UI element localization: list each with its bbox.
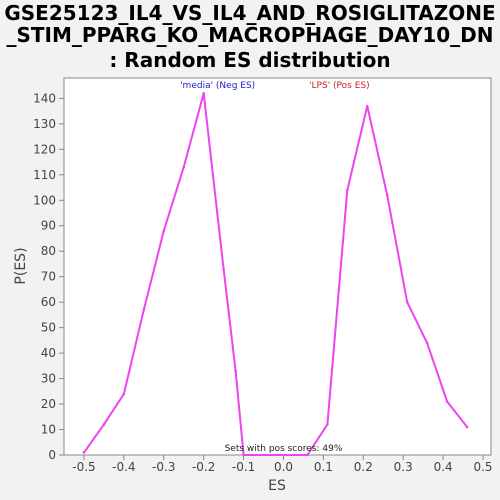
- data-point: [142, 308, 146, 312]
- data-point: [326, 423, 329, 426]
- y-tick-label: 140: [33, 91, 56, 105]
- x-tick-label: 0.1: [314, 460, 333, 474]
- data-point: [122, 392, 126, 396]
- y-tick-label: 80: [41, 244, 56, 258]
- x-tick-label: 0.0: [274, 460, 293, 474]
- y-tick-label: 130: [33, 117, 56, 131]
- y-tick-label: 100: [33, 193, 56, 207]
- data-point: [405, 300, 409, 304]
- y-axis-label: P(ES): [13, 247, 29, 284]
- annotation-label: Sets with pos scores: 49%: [225, 444, 343, 454]
- x-tick-label: 0.5: [473, 460, 492, 474]
- y-tick-label: 120: [33, 142, 56, 156]
- data-point: [425, 341, 429, 345]
- y-tick-label: 10: [41, 423, 56, 437]
- plot-area: [63, 77, 492, 456]
- chart-title-line-3: : Random ES distribution: [109, 48, 390, 72]
- x-tick-label: -0.1: [232, 460, 255, 474]
- annotation-label: 'LPS' (Pos ES): [309, 81, 370, 91]
- annotation-label: 'media' (Neg ES): [180, 81, 255, 91]
- x-tick-label: -0.2: [192, 460, 215, 474]
- y-tick-label: 0: [48, 448, 56, 462]
- data-point: [222, 267, 225, 271]
- x-axis-label: ES: [268, 478, 286, 494]
- y-tick-label: 110: [33, 168, 56, 182]
- data-point: [365, 104, 369, 108]
- data-point: [102, 423, 106, 426]
- data-point: [385, 193, 389, 197]
- x-tick-label: 0.4: [434, 460, 453, 474]
- x-tick-label: -0.3: [152, 460, 175, 474]
- y-tick-label: 20: [41, 397, 56, 411]
- x-tick-label: -0.5: [72, 460, 95, 474]
- annotation-layer: 'media' (Neg ES) 'LPS' (Pos ES) Sets with …: [180, 81, 370, 454]
- y-tick-label: 30: [41, 372, 56, 386]
- data-point: [242, 453, 245, 457]
- data-point: [465, 425, 469, 429]
- series-layer: [82, 91, 469, 457]
- x-axis: -0.5 -0.4 -0.3 -0.2 -0.1 0.0 0.1 0.2 0.3 0.4 0.5: [72, 455, 493, 474]
- data-point: [234, 369, 237, 373]
- data-point: [162, 229, 166, 233]
- data-point: [306, 453, 309, 457]
- y-tick-label: 90: [41, 219, 56, 233]
- y-tick-label: 40: [41, 346, 56, 360]
- chart-title-line-2: _STIM_PPARG_KO_MACROPHAGE_DAY10_DN: [6, 23, 493, 47]
- x-tick-label: 0.3: [394, 460, 413, 474]
- data-point: [82, 451, 86, 454]
- data-point: [182, 165, 186, 169]
- y-axis: 0 10 20 30 40 50 60 70 80 90 100 110 120 130 140: [33, 91, 64, 462]
- x-tick-label: 0.2: [354, 460, 373, 474]
- y-tick-label: 50: [41, 321, 56, 335]
- y-tick-label: 60: [41, 295, 56, 309]
- y-tick-label: 70: [41, 270, 56, 284]
- data-point: [202, 91, 205, 95]
- data-point: [346, 188, 349, 192]
- x-tick-label: -0.4: [112, 460, 135, 474]
- data-point: [445, 400, 449, 403]
- chart-title-line-1: GSE25123_IL4_VS_IL4_AND_ROSIGLITAZONE: [4, 1, 495, 25]
